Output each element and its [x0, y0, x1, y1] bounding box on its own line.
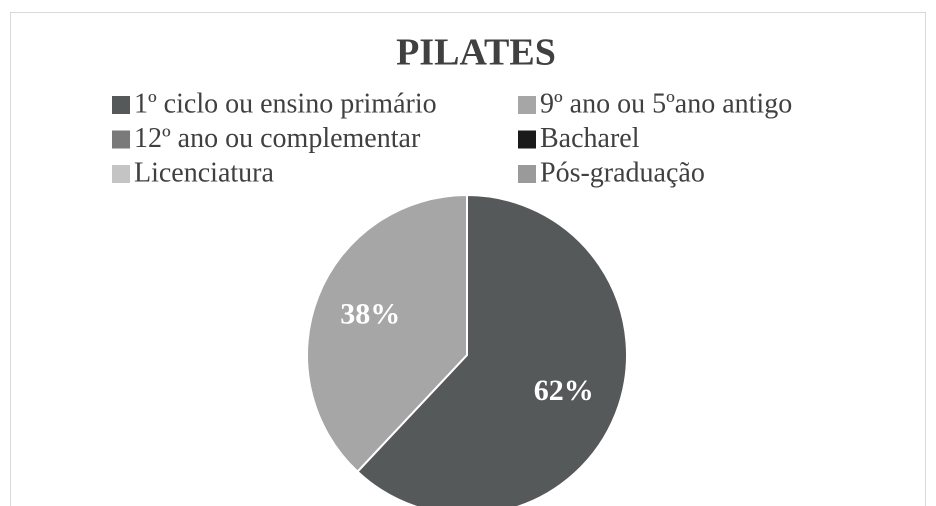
chart-title: PILATES — [396, 32, 556, 74]
legend-label: Bacharel — [540, 123, 640, 154]
legend-label: Pós-graduação — [540, 157, 705, 188]
legend-label: 1º ciclo ou ensino primário — [134, 88, 437, 119]
legend-label: 9º ano ou 5ºano antigo — [540, 88, 792, 119]
legend-label: 12º ano ou complementar — [134, 123, 421, 154]
pie-slice — [306, 193, 468, 474]
legend-swatch — [518, 165, 536, 183]
data-label: 62% — [534, 374, 594, 407]
legend-swatch — [112, 130, 130, 149]
legend-swatch — [112, 96, 130, 114]
legend-swatch — [518, 96, 536, 114]
pie-slice — [356, 193, 628, 506]
legend-swatch — [518, 130, 536, 149]
data-label: 38% — [340, 298, 400, 331]
legend-label: Licenciatura — [134, 157, 274, 188]
legend-swatch — [112, 165, 130, 183]
